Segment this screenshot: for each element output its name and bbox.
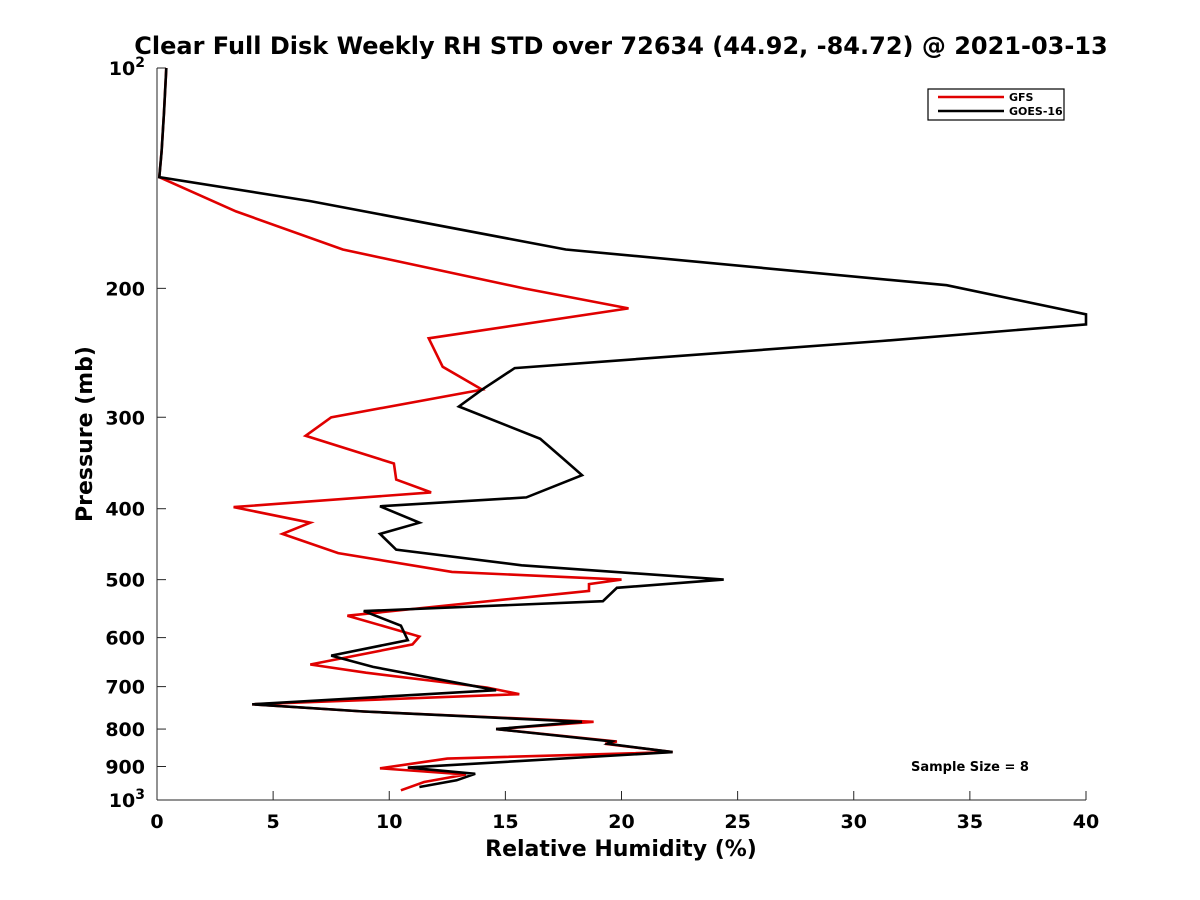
y-tick-label: 900	[105, 757, 145, 779]
sample-size-annotation: Sample Size = 8	[911, 760, 1029, 775]
legend-label-goes16: GOES-16	[1009, 105, 1063, 118]
y-axis: 102 200 300 400 500 600 700 800 900 103	[105, 55, 166, 812]
y-tick-label: 600	[105, 628, 145, 650]
x-tick-label: 10	[376, 811, 402, 833]
y-tick-label: 103	[109, 787, 145, 812]
plot-area	[157, 68, 1086, 800]
y-tick-label: 500	[105, 570, 145, 592]
x-axis: 0 5 10 15 20 25 30 35 40	[150, 791, 1099, 833]
y-tick-label: 700	[105, 677, 145, 699]
chart-title: Clear Full Disk Weekly RH STD over 72634…	[134, 32, 1107, 60]
y-tick-label: 200	[105, 278, 145, 300]
y-tick-label: 800	[105, 719, 145, 741]
x-tick-label: 15	[492, 811, 518, 833]
x-tick-label: 30	[841, 811, 867, 833]
legend: GFS GOES-16	[927, 88, 1065, 121]
series-layer	[157, 67, 1088, 792]
legend-label-gfs: GFS	[1009, 91, 1034, 104]
y-tick-label: 300	[105, 407, 145, 429]
y-axis-label: Pressure (mb)	[73, 346, 98, 522]
x-axis-label: Relative Humidity (%)	[485, 837, 757, 862]
series-line-goes-16	[157, 67, 1088, 789]
legend-box	[927, 88, 1065, 121]
y-tick-label: 102	[109, 55, 145, 80]
x-tick-label: 35	[957, 811, 983, 833]
x-tick-label: 20	[608, 811, 634, 833]
x-tick-label: 0	[150, 811, 163, 833]
x-tick-label: 5	[267, 811, 280, 833]
series-line-gfs	[157, 67, 673, 792]
y-tick-label: 400	[105, 499, 145, 521]
x-tick-label: 40	[1073, 811, 1099, 833]
x-tick-label: 25	[724, 811, 750, 833]
